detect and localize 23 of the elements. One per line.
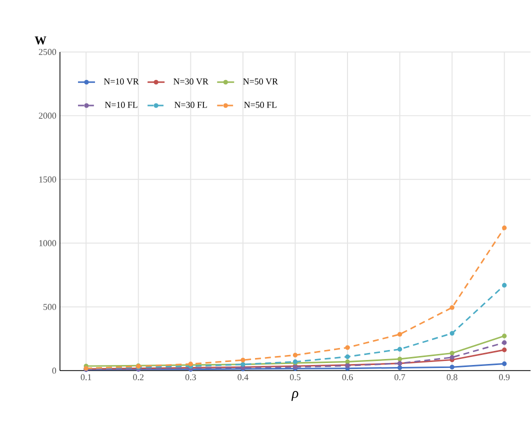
- x-tick-label: 0.4: [238, 374, 248, 380]
- y-tick-label: 2500: [38, 49, 56, 56]
- legend-label: N=50 FL: [244, 102, 276, 108]
- legend-label: N=50 VR: [243, 78, 278, 85]
- legend-label: N=30 FL: [174, 102, 207, 108]
- y-axis-title: W: [34, 36, 46, 45]
- x-tick-label: 0.2: [133, 374, 144, 380]
- x-tick-label: 0.1: [80, 374, 92, 380]
- x-tick-label: 0.5: [290, 374, 300, 380]
- x-tick-label: 0.3: [185, 374, 196, 380]
- legend-label: N=10 FL: [104, 102, 138, 108]
- y-tick-label: 2000: [38, 112, 56, 119]
- y-tick-label: 500: [44, 304, 56, 310]
- legend-label: N=30 VR: [174, 78, 208, 85]
- x-tick-label: 0.8: [446, 374, 458, 380]
- legend-label: N=10 VR: [104, 78, 139, 85]
- x-axis-title: ρ: [291, 391, 298, 402]
- y-tick-label: 0: [52, 368, 56, 374]
- x-tick-label: 0.7: [394, 374, 406, 380]
- y-tick-label: 1000: [39, 240, 56, 246]
- y-tick-label: 1500: [39, 176, 56, 183]
- x-tick-label: 0.9: [499, 374, 510, 380]
- x-tick-label: 0.6: [342, 374, 353, 380]
